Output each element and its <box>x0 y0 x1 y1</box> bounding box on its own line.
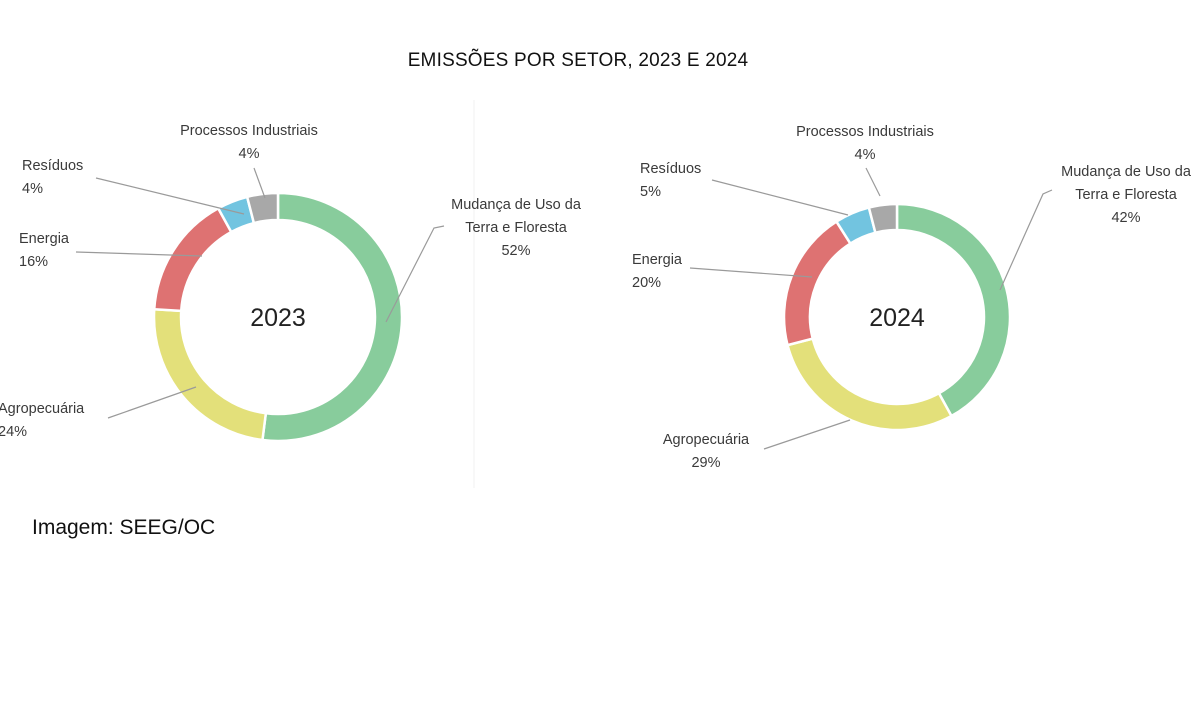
donut-center-label: 2023 <box>250 304 306 332</box>
slice-energia-2024 <box>782 219 853 347</box>
leader-line <box>385 225 445 323</box>
leader-line <box>711 179 849 216</box>
slice-name-line: Terra e Floresta <box>1075 187 1177 203</box>
slice-name-line: Terra e Floresta <box>465 220 567 236</box>
slice-value-label: 24% <box>0 424 27 440</box>
slice-label-processos-industriais: Processos Industriais 4% <box>180 123 318 162</box>
slice-label-agropecuaria: Agropecuária 24% <box>0 401 85 440</box>
donut-chart-2024: 2024 Mudança de Uso da Terra e Floresta 42%… <box>632 124 1192 471</box>
slice-label-processos-industriais: Processos Industriais 4% <box>796 124 934 163</box>
leader-line <box>253 167 266 199</box>
slice-value-label: 29% <box>691 455 720 471</box>
slice-name-line: Agropecuária <box>0 401 85 417</box>
leader-line <box>689 267 813 278</box>
slice-label-energia: Energia 20% <box>632 252 683 291</box>
slice-name-line: Processos Industriais <box>180 123 318 139</box>
slice-value-label: 5% <box>640 184 661 200</box>
slice-label-residuos: Resíduos 4% <box>22 158 83 197</box>
slice-label-residuos: Resíduos 5% <box>640 161 701 200</box>
image-credit: Imagem: SEEG/OC <box>32 516 216 539</box>
slice-energia-2023 <box>152 206 233 313</box>
slice-processos-industriais-2023 <box>245 191 280 225</box>
slice-label-mudanca-de-uso-da-terra-e-floresta: Mudança de Uso da Terra e Floresta 52% <box>451 197 582 259</box>
leader-line <box>95 177 245 215</box>
slice-value-label: 16% <box>19 254 48 270</box>
slice-name-line: Energia <box>19 231 70 247</box>
slice-label-energia: Energia 16% <box>19 231 70 270</box>
slice-agropecuaria-2024 <box>786 337 954 432</box>
slice-name-line: Processos Industriais <box>796 124 934 140</box>
slice-mudanca-de-uso-da-terra-e-floresta-2023 <box>261 191 404 443</box>
slice-value-label: 4% <box>22 181 43 197</box>
slice-name-line: Mudança de Uso da <box>451 197 582 213</box>
slice-name-line: Agropecuária <box>663 432 750 448</box>
leader-line <box>999 189 1053 291</box>
slice-value-label: 4% <box>855 147 876 163</box>
slice-agropecuaria-2023 <box>152 307 268 442</box>
donut-center-label: 2024 <box>869 304 925 332</box>
slice-name-line: Mudança de Uso da <box>1061 164 1192 180</box>
slice-name-line: Resíduos <box>640 161 701 177</box>
leader-line <box>865 167 881 197</box>
slice-value-label: 20% <box>632 275 661 291</box>
chart-title: EMISSÕES POR SETOR, 2023 E 2024 <box>408 49 749 71</box>
leader-line <box>75 251 203 257</box>
slice-label-mudanca-de-uso-da-terra-e-floresta: Mudança de Uso da Terra e Floresta 42% <box>1061 164 1192 226</box>
leader-line <box>763 419 851 450</box>
donut-chart-2023: 2023 Mudança de Uso da Terra e Floresta 52%… <box>0 123 582 443</box>
slice-label-agropecuaria: Agropecuária 29% <box>663 432 750 471</box>
slice-value-label: 4% <box>239 146 260 162</box>
slice-name-line: Resíduos <box>22 158 83 174</box>
leader-line <box>107 386 197 419</box>
slice-name-line: Energia <box>632 252 683 268</box>
slice-value-label: 42% <box>1111 210 1140 226</box>
slice-processos-industriais-2024 <box>867 202 899 235</box>
slice-value-label: 52% <box>501 243 530 259</box>
